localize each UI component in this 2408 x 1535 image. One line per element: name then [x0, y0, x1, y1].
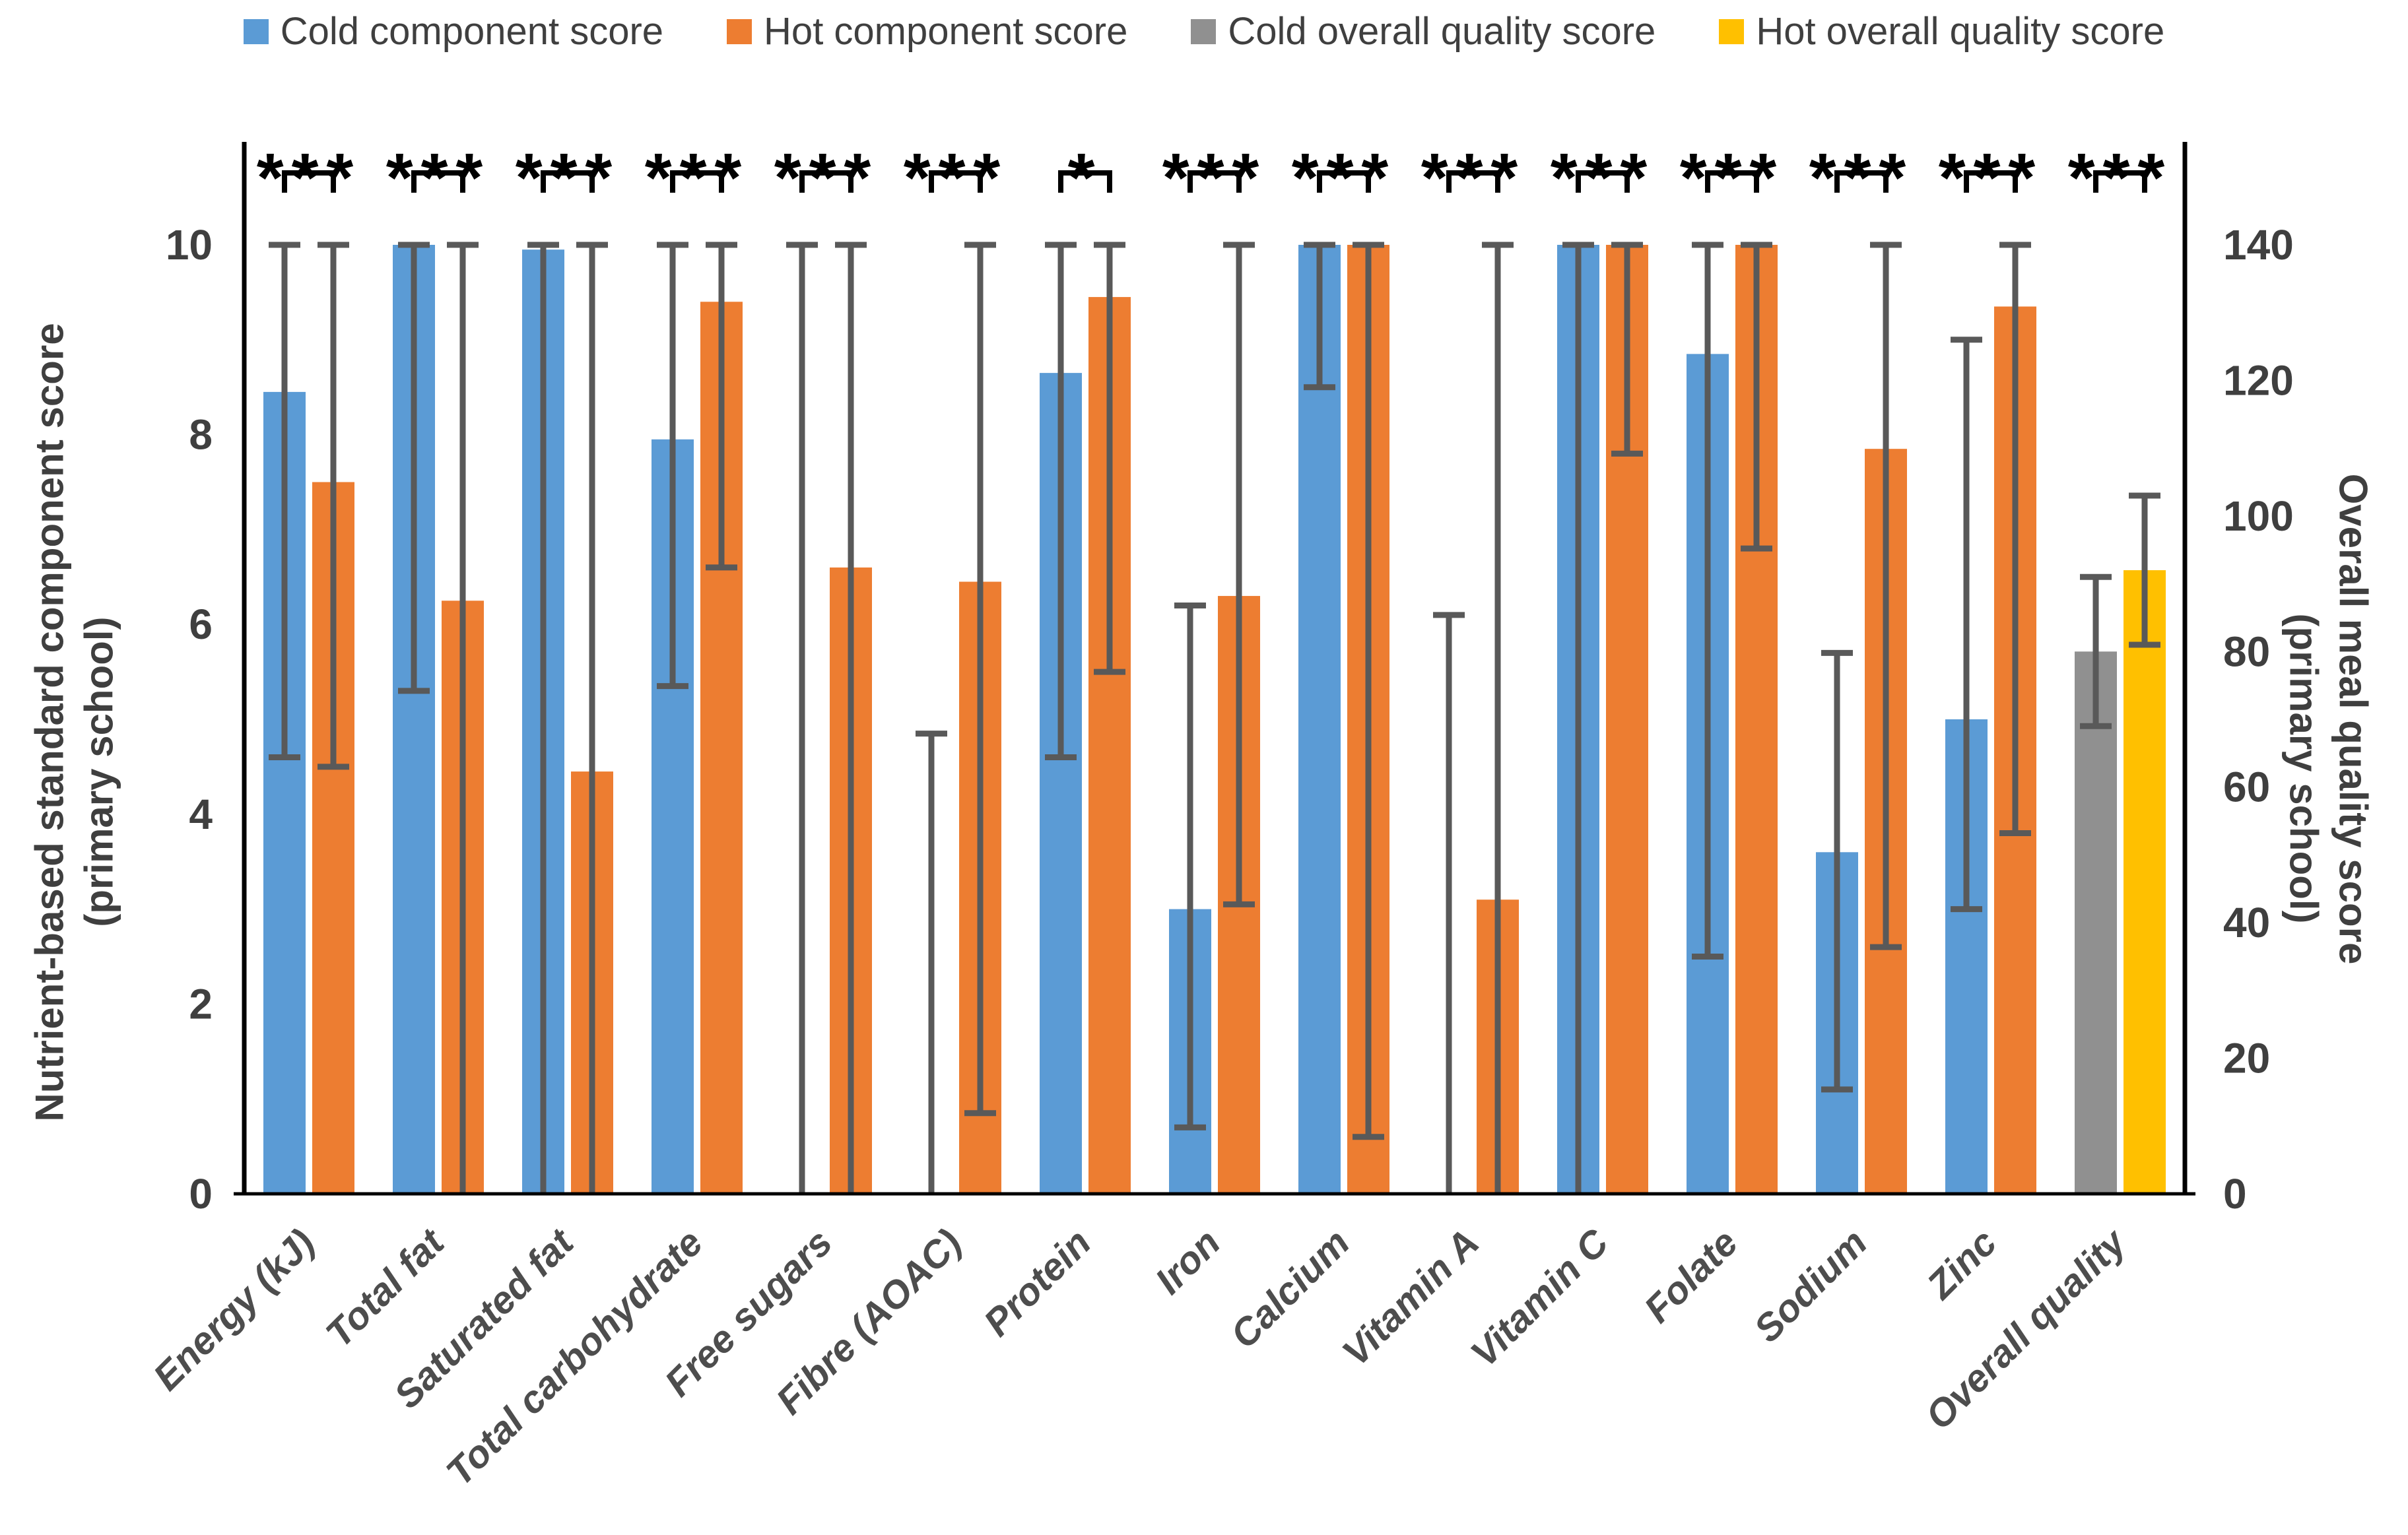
left-axis-tick-label: 8	[189, 411, 213, 459]
bar-hot-overall-quality	[2124, 570, 2166, 1194]
significance-bracket-vitamin-c	[1576, 170, 1630, 193]
x-tick-label-protein: Protein	[976, 1221, 1099, 1344]
right-axis-tick-label: 120	[2223, 356, 2294, 404]
x-tick-label-folate: Folate	[1636, 1221, 1746, 1331]
significance-bracket-fibre-aoac	[929, 170, 983, 193]
significance-stars-vitamin-a: ***	[1421, 139, 1526, 216]
legend-swatch-icon	[1719, 18, 1745, 44]
significance-stars-zinc: ***	[1939, 139, 2044, 216]
significance-stars-fibre-aoac: ***	[904, 139, 1009, 216]
significance-bracket-saturated-fat	[541, 170, 595, 193]
x-tick-label-zinc: Zinc	[1918, 1221, 2005, 1308]
x-tick-label-energy-kj: Energy (kJ)	[145, 1221, 323, 1398]
left-axis-tick-label: 4	[189, 791, 213, 838]
legend-item-hot-component-score: Hot component score	[727, 9, 1127, 53]
x-tick-label-iron: Iron	[1147, 1221, 1228, 1302]
x-tick-label-vitamin-c: Vitamin C	[1463, 1220, 1617, 1375]
x-tick-label-sodium: Sodium	[1746, 1221, 1875, 1350]
significance-stars-energy-kj: ***	[257, 139, 362, 216]
right-axis-tick-label: 140	[2223, 221, 2294, 269]
x-tick-label-total-fat: Total fat	[318, 1220, 453, 1355]
left-axis-tick-label: 0	[189, 1170, 213, 1218]
right-axis-tick-label: 20	[2223, 1035, 2270, 1082]
significance-bracket-iron	[1187, 170, 1242, 193]
right-axis-tick-label: 0	[2223, 1170, 2247, 1218]
left-axis-tick-label: 6	[189, 601, 213, 648]
x-tick-label-vitamin-a: Vitamin A	[1334, 1221, 1487, 1374]
significance-bracket-zinc	[1964, 170, 2018, 193]
bar-cold-overall-quality	[2075, 651, 2117, 1194]
legend-label: Cold overall quality score	[1228, 10, 1656, 53]
significance-stars-total-fat: ***	[386, 139, 491, 216]
significance-bracket-vitamin-a	[1446, 170, 1500, 193]
significance-stars-sodium: ***	[1809, 139, 1914, 216]
significance-bracket-calcium	[1317, 170, 1371, 193]
x-tick-label-total-carbohydrate: Total carbohydrate	[438, 1221, 712, 1494]
significance-stars-saturated-fat: ***	[516, 139, 620, 216]
legend-label: Hot overall quality score	[1756, 10, 2165, 53]
significance-bracket-total-fat	[411, 170, 465, 193]
legend-item-cold-component-score: Cold component score	[243, 9, 664, 53]
legend-item-hot-overall-quality-score: Hot overall quality score	[1719, 9, 2164, 53]
legend-label: Hot component score	[764, 10, 1128, 53]
bar-cold-calcium	[1298, 245, 1341, 1194]
significance-bracket-protein	[1058, 170, 1112, 193]
significance-bracket-overall-quality	[2093, 170, 2147, 193]
significance-stars-total-carbohydrate: ***	[645, 139, 750, 216]
left-axis-tick-label: 2	[189, 980, 213, 1028]
significance-stars-iron: ***	[1162, 139, 1267, 216]
significance-bracket-free-sugars	[799, 170, 853, 193]
x-tick-label-calcium: Calcium	[1222, 1221, 1358, 1357]
significance-bracket-folate	[1705, 170, 1759, 193]
right-axis-tick-label: 100	[2223, 492, 2294, 540]
right-axis-tick-label: 40	[2223, 899, 2270, 946]
significance-stars-protein: *	[1068, 139, 1103, 216]
significance-bracket-energy-kj	[282, 170, 336, 193]
significance-stars-free-sugars: ***	[774, 139, 879, 216]
significance-stars-calcium: ***	[1292, 139, 1397, 216]
legend-swatch-icon	[727, 18, 752, 44]
left-axis-tick-label: 10	[166, 221, 213, 269]
legend-swatch-icon	[1191, 18, 1217, 44]
chart-legend: Cold component score Hot component score C…	[0, 9, 2408, 53]
legend-swatch-icon	[243, 18, 269, 44]
significance-stars-overall-quality: ***	[2068, 139, 2173, 216]
significance-bracket-sodium	[1834, 170, 1889, 193]
significance-stars-folate: ***	[1680, 139, 1785, 216]
legend-label: Cold component score	[280, 10, 664, 53]
significance-bracket-total-carbohydrate	[670, 170, 724, 193]
significance-stars-vitamin-c: ***	[1551, 139, 1656, 216]
right-axis-tick-label: 80	[2223, 628, 2270, 675]
legend-item-cold-overall-quality-score: Cold overall quality score	[1191, 9, 1656, 53]
right-axis-tick-label: 60	[2223, 764, 2270, 811]
